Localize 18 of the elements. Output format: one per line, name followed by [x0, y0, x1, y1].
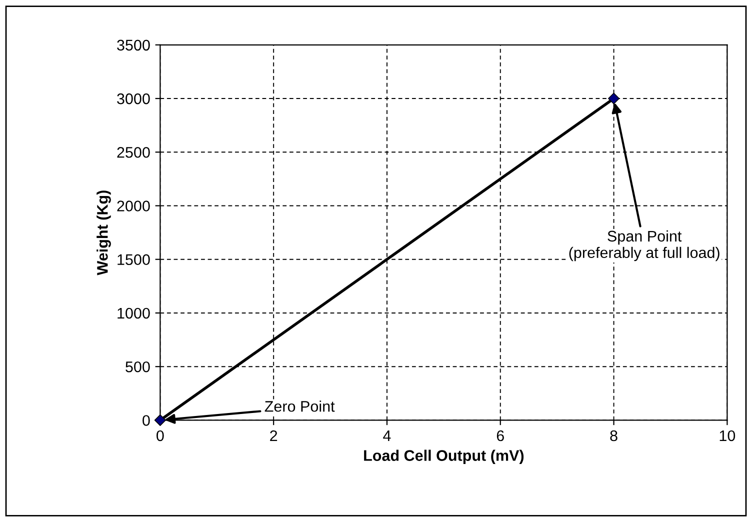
y-tick-label: 2000 [117, 200, 150, 212]
y-axis-title: Weight (Kg) [96, 190, 111, 276]
y-tick-label: 1000 [118, 308, 150, 319]
annotation: Zero Point [264, 400, 335, 412]
x-tick-label: 6 [496, 430, 504, 442]
x-tick-label: 0 [156, 430, 164, 442]
annotation: Span Point (preferably at full load) [569, 230, 720, 262]
y-tick-label: 3000 [117, 93, 150, 104]
x-tick-label: 2 [270, 430, 278, 442]
y-tick-label: 2500 [117, 146, 150, 158]
x-tick-label: 10 [720, 430, 736, 442]
y-tick-label: 500 [126, 361, 150, 372]
x-tick-label: 8 [610, 430, 618, 442]
y-tick-label: 0 [142, 415, 150, 426]
y-tick-label: 1500 [118, 254, 150, 266]
x-tick-label: 4 [383, 430, 391, 442]
y-tick-label: 3500 [117, 40, 150, 51]
x-axis-title: Load Cell Output (mV) [364, 450, 524, 464]
